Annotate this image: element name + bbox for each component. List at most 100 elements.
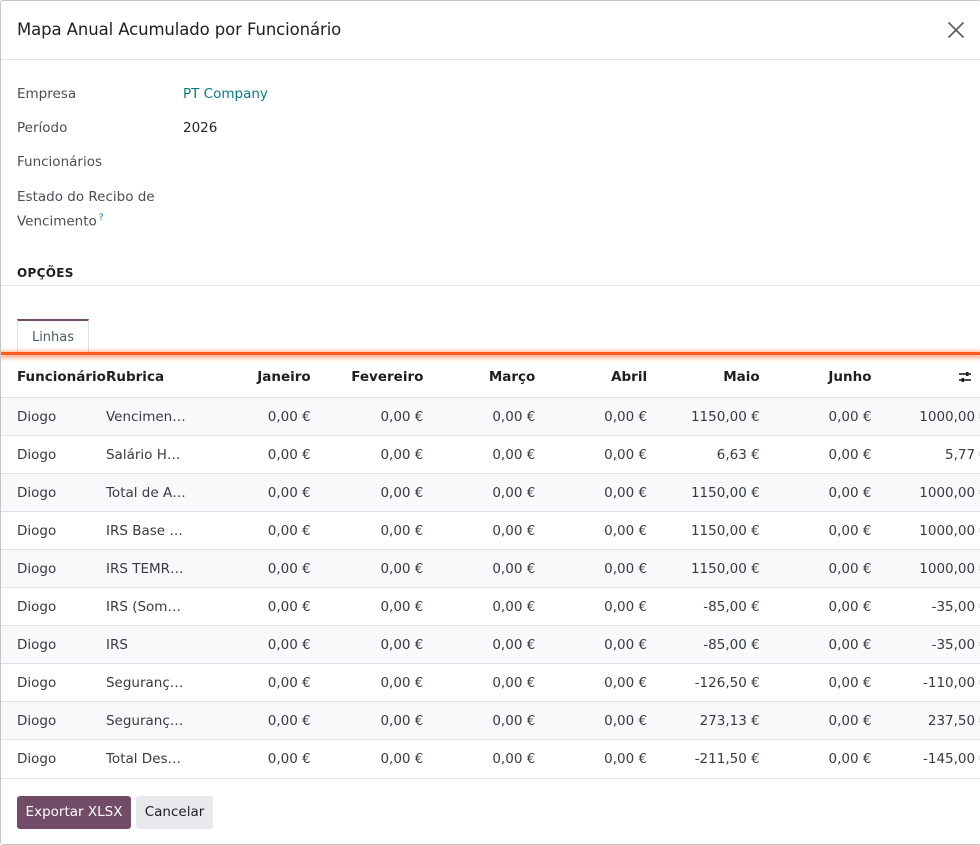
cell-text: 0,00 € (267, 408, 311, 425)
cell-text: Diogo (17, 408, 57, 425)
close-button[interactable] (946, 20, 966, 40)
table-cell: 0,00 € (423, 397, 536, 436)
cell-text: Total Desc… (105, 750, 186, 767)
table-cell: Vencimen… (105, 397, 199, 436)
cell-text: 1150,00 € (690, 560, 760, 577)
table-cell: Segurança… (105, 663, 199, 702)
table-cell: 237,50 € (871, 701, 980, 740)
table-cell: 0,00 € (198, 435, 311, 474)
funcionarios-field[interactable] (183, 154, 483, 172)
table-cell: 0,00 € (535, 511, 648, 550)
column-options-button[interactable] (871, 356, 980, 398)
col-header-rubrica[interactable]: Rubrica (105, 356, 199, 398)
help-tooltip-icon[interactable]: ? (98, 213, 104, 223)
table-row[interactable]: Diogo Total de A… 0,00 € 0,00 € 0,00 € 0,00 €… (1, 473, 980, 512)
cell-text: 0,00 € (267, 712, 311, 729)
tab-linhas[interactable]: Linhas (17, 319, 89, 353)
funcionarios-label: Funcionários (17, 154, 102, 170)
cell-text: -211,50 € (694, 750, 760, 767)
table-cell: 0,00 € (759, 625, 872, 664)
cell-text: 0,00 € (380, 712, 424, 729)
table-cell: 0,00 € (759, 511, 872, 550)
table-row[interactable]: Diogo IRS TEMR … 0,00 € 0,00 € 0,00 € 0,00 € 1… (1, 549, 980, 588)
table-cell: 0,00 € (535, 625, 648, 664)
table-cell: Total de A… (105, 473, 199, 512)
table-cell: Diogo (1, 739, 106, 777)
table-cell: 0,00 € (423, 663, 536, 702)
col-header-maio[interactable]: Maio (647, 356, 760, 398)
table-cell: 0,00 € (310, 397, 424, 436)
empresa-label: Empresa (17, 86, 77, 102)
cell-text: Diogo (17, 446, 57, 463)
cell-text: 1000,00 € (919, 560, 980, 577)
cell-text: Diogo (17, 484, 57, 501)
table-cell: 5,77 € (871, 435, 980, 474)
cell-text: 0,00 € (492, 522, 536, 539)
table-cell: 1000,00 € (871, 473, 980, 512)
cell-text: IRS Base A… (105, 522, 186, 539)
table-cell: 0,00 € (198, 549, 311, 588)
table-cell: 0,00 € (310, 663, 424, 702)
cell-text: 0,00 € (604, 712, 648, 729)
empresa-row: Empresa PT Company (17, 86, 268, 102)
table-cell: 0,00 € (310, 435, 424, 474)
export-xlsx-button[interactable]: Exportar XLSX (17, 796, 131, 829)
table-row[interactable]: Diogo Total Desc… 0,00 € 0,00 € 0,00 € 0,00 €… (1, 739, 980, 777)
cell-text: -35,00 € (931, 598, 980, 615)
lines-table: Funcionário Rubrica Janeiro Fevereiro Ma… (1, 356, 980, 777)
cell-text: 0,00 € (604, 636, 648, 653)
cell-text: 0,00 € (828, 674, 872, 691)
table-cell: 0,00 € (759, 435, 872, 474)
cell-text: 0,00 € (267, 598, 311, 615)
empresa-link[interactable]: PT Company (183, 86, 268, 102)
table-cell: IRS Base A… (105, 511, 199, 550)
table-cell: 0,00 € (310, 739, 424, 777)
cell-text: 0,00 € (267, 522, 311, 539)
table-cell: 0,00 € (535, 397, 648, 436)
estado-label-line2: Vencimento (17, 213, 97, 230)
cell-text: 0,00 € (380, 446, 424, 463)
table-cell: 0,00 € (423, 435, 536, 474)
cell-text: 0,00 € (492, 484, 536, 501)
cell-text: 0,00 € (828, 446, 872, 463)
table-cell: IRS (Soma … (105, 587, 199, 626)
table-cell: 0,00 € (198, 663, 311, 702)
table-row[interactable]: Diogo Vencimen… 0,00 € 0,00 € 0,00 € 0,00 € 11… (1, 397, 980, 436)
cell-text: Diogo (17, 712, 57, 729)
table-row[interactable]: Diogo Segurança… 0,00 € 0,00 € 0,00 € 0,00 € 2… (1, 701, 980, 740)
table-cell: -211,50 € (647, 739, 760, 777)
table-cell: 0,00 € (198, 739, 311, 777)
dialog-header: Mapa Anual Acumulado por Funcionário (1, 1, 980, 60)
col-header-junho[interactable]: Junho (759, 356, 872, 398)
table-cell: 0,00 € (535, 435, 648, 474)
col-header-funcionario[interactable]: Funcionário (1, 356, 106, 398)
estado-field[interactable] (183, 187, 483, 205)
cell-text: 0,00 € (604, 408, 648, 425)
table-cell: Diogo (1, 625, 106, 664)
col-header-marco[interactable]: Março (423, 356, 536, 398)
table-row[interactable]: Diogo IRS 0,00 € 0,00 € 0,00 € 0,00 € -85,00 €… (1, 625, 980, 664)
cell-text: 0,00 € (604, 446, 648, 463)
table-cell: -35,00 € (871, 625, 980, 664)
col-header-janeiro[interactable]: Janeiro (198, 356, 311, 398)
periodo-field[interactable]: 2026 (183, 120, 218, 136)
cell-text: 0,00 € (267, 750, 311, 767)
table-cell: 0,00 € (759, 701, 872, 740)
table-cell: 0,00 € (759, 549, 872, 588)
table-row[interactable]: Diogo Segurança… 0,00 € 0,00 € 0,00 € 0,00 € -… (1, 663, 980, 702)
col-header-abril[interactable]: Abril (535, 356, 648, 398)
sliders-icon (959, 371, 971, 382)
table-row[interactable]: Diogo Salário Hora 0,00 € 0,00 € 0,00 € 0,00 … (1, 435, 980, 474)
table-row[interactable]: Diogo IRS Base A… 0,00 € 0,00 € 0,00 € 0,00 €… (1, 511, 980, 550)
cancel-button[interactable]: Cancelar (136, 796, 213, 829)
table-row[interactable]: Diogo IRS (Soma … 0,00 € 0,00 € 0,00 € 0,00 €… (1, 587, 980, 626)
table-cell: 0,00 € (759, 739, 872, 777)
table-cell: 1150,00 € (647, 549, 760, 588)
table-cell: 0,00 € (535, 587, 648, 626)
cell-text: 0,00 € (604, 598, 648, 615)
col-header-fevereiro[interactable]: Fevereiro (310, 356, 424, 398)
cell-text: 0,00 € (380, 408, 424, 425)
cell-text: Diogo (17, 750, 57, 767)
cell-text: Diogo (17, 598, 57, 615)
